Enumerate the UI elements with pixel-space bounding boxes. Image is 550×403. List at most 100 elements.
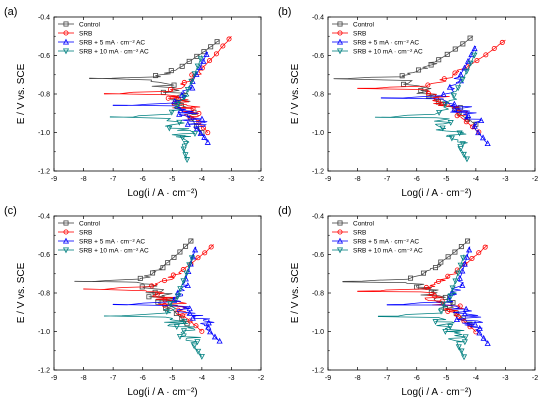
legend-entry-1: Control <box>332 220 375 227</box>
series-marker <box>146 294 152 300</box>
series-marker <box>452 249 458 255</box>
series-marker <box>197 130 204 136</box>
series-1 <box>74 238 194 327</box>
series-marker <box>425 82 431 88</box>
x-tick-label: -6 <box>140 176 146 183</box>
series-marker <box>180 146 187 153</box>
series-2 <box>83 244 214 334</box>
series-marker <box>459 141 466 148</box>
series-marker <box>442 101 449 108</box>
series-marker <box>186 305 193 312</box>
series-marker <box>479 134 487 141</box>
legend-marker <box>62 247 70 254</box>
series-marker <box>432 319 439 326</box>
x-tick-label: -5 <box>169 176 175 183</box>
x-tick-label: -2 <box>532 375 538 382</box>
x-tick-label: -3 <box>502 176 508 183</box>
series-marker <box>452 70 458 76</box>
series-marker <box>455 314 461 320</box>
series-marker <box>444 51 450 57</box>
legend-label: Control <box>353 220 375 227</box>
legend-entry-1: Control <box>332 21 375 28</box>
series-marker <box>461 310 468 317</box>
series-marker <box>482 244 488 250</box>
series-marker <box>416 67 422 73</box>
x-tick-label: -3 <box>228 176 234 183</box>
y-tick-label: -0.4 <box>38 15 50 22</box>
series-marker <box>460 354 468 361</box>
series-marker <box>454 113 460 119</box>
series-marker <box>198 115 205 122</box>
series-3 <box>112 51 211 145</box>
series-marker <box>465 112 472 119</box>
series-marker <box>195 255 201 261</box>
series-marker <box>449 285 456 292</box>
legend-label: SRB <box>79 229 92 236</box>
series-marker <box>459 282 466 288</box>
series-line <box>377 254 466 358</box>
series-marker <box>199 65 205 71</box>
legend-marker <box>63 220 69 226</box>
series-marker <box>182 141 189 147</box>
series-marker <box>183 270 190 277</box>
y-tick-label: -0.6 <box>312 252 324 259</box>
series-marker <box>442 328 449 335</box>
series-marker <box>150 270 156 276</box>
series-marker <box>184 282 191 289</box>
legend-entry-1: Control <box>58 21 101 28</box>
series-marker <box>463 119 469 125</box>
legend-label: SRB <box>353 229 366 236</box>
series-marker <box>189 314 196 321</box>
y-tick-label: -1.2 <box>312 169 324 176</box>
series-marker <box>207 58 213 64</box>
series-marker <box>452 46 458 52</box>
series-marker <box>456 274 463 281</box>
series-marker <box>177 249 183 255</box>
series-marker <box>457 146 464 153</box>
series-marker <box>465 238 471 244</box>
series-marker <box>186 58 192 64</box>
series-marker <box>184 86 191 93</box>
legend-entry-4: SRB + 10 mA · cm⁻² AC <box>332 247 423 254</box>
series-marker <box>460 255 467 262</box>
legend-entry-2: SRB <box>332 30 366 37</box>
chart-panel-3: -9 -8 -7 -6 -5 -4 -3 -2 -1.2 -1.0 -0.8 -0.6 -0.4 (c) L… <box>4 205 264 398</box>
series-marker <box>440 301 447 308</box>
series-marker <box>216 337 223 344</box>
series-marker <box>171 296 178 303</box>
series-marker <box>435 278 441 284</box>
x-tick-label: -5 <box>443 176 449 183</box>
series-marker <box>200 57 207 64</box>
series-1 <box>342 238 473 327</box>
series-line <box>103 254 203 357</box>
legend-label: SRB + 5 mA · cm⁻² AC <box>79 39 145 46</box>
panel-label: (a) <box>4 6 17 18</box>
series-marker <box>455 85 462 92</box>
series-marker <box>463 305 470 312</box>
series-marker <box>165 95 171 101</box>
y-tick-label: -0.4 <box>312 214 324 221</box>
series-marker <box>176 334 183 340</box>
panel-label: (b) <box>278 6 291 18</box>
x-tick-label: -9 <box>325 375 331 382</box>
series-marker <box>191 71 198 78</box>
legend-label: SRB + 10 mA · cm⁻² AC <box>79 48 149 55</box>
panel-label: (d) <box>278 205 291 217</box>
y-tick-label: -0.4 <box>312 15 324 22</box>
series-3 <box>380 45 491 147</box>
series-marker <box>175 307 181 313</box>
x-tick-label: -3 <box>502 375 508 382</box>
series-marker <box>205 130 211 136</box>
series-marker <box>455 270 462 277</box>
series-marker <box>208 244 214 250</box>
panel-label: (c) <box>4 205 17 217</box>
series-marker <box>194 63 201 70</box>
x-tick-label: -9 <box>51 375 57 382</box>
legend-label: Control <box>79 220 101 227</box>
series-marker <box>213 51 219 57</box>
series-2 <box>357 244 488 335</box>
series-marker <box>475 129 482 136</box>
series-marker <box>201 49 207 55</box>
series-marker <box>167 86 173 92</box>
